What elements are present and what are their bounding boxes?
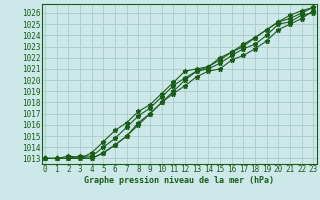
- X-axis label: Graphe pression niveau de la mer (hPa): Graphe pression niveau de la mer (hPa): [84, 176, 274, 185]
